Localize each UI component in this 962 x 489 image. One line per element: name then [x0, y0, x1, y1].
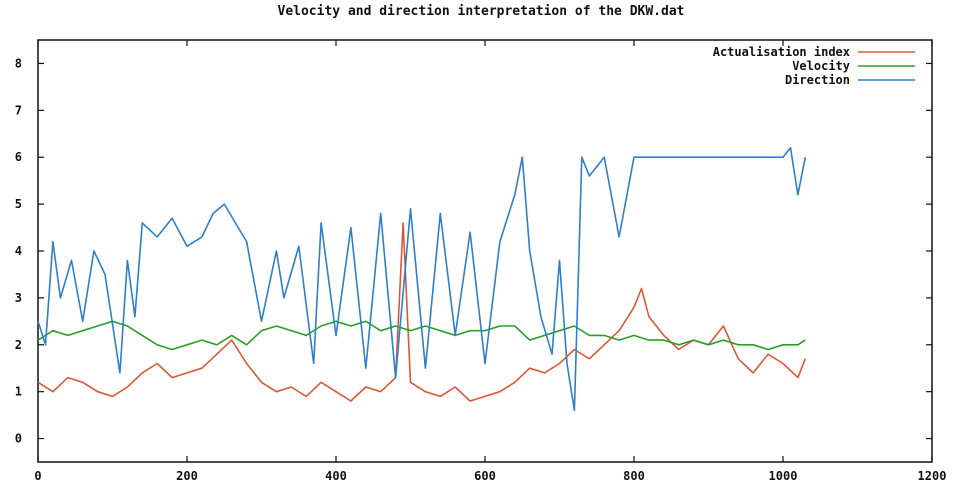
- y-tick-label: 2: [15, 338, 22, 352]
- x-tick-label: 400: [325, 469, 347, 483]
- y-tick-label: 0: [15, 432, 22, 446]
- legend-label-actualisation-index: Actualisation index: [713, 45, 850, 59]
- x-tick-label: 600: [474, 469, 496, 483]
- series-line-velocity: [37, 320, 806, 351]
- series-line-direction: [37, 147, 807, 412]
- x-tick-label: 0: [34, 469, 41, 483]
- plot-frame: [37, 39, 933, 463]
- y-tick-label: 1: [15, 385, 22, 399]
- x-tick-label: 200: [176, 469, 198, 483]
- y-tick-label: 3: [15, 291, 22, 305]
- legend-label-velocity: Velocity: [792, 59, 850, 73]
- x-tick-label: 1200: [918, 469, 947, 483]
- x-tick-label: 800: [623, 469, 645, 483]
- y-tick-label: 4: [15, 244, 22, 258]
- y-tick-label: 8: [15, 56, 22, 70]
- y-tick-label: 6: [15, 150, 22, 164]
- chart-title: Velocity and direction interpretation of…: [277, 4, 685, 19]
- axis-ticks: 0 200 400 600 800 1000 1200 0 1 2 3 4 5 6 7 8: [15, 40, 947, 483]
- legend-label-direction: Direction: [785, 73, 850, 87]
- series-line-actualisation-index: [37, 222, 807, 402]
- x-tick-label: 1000: [769, 469, 798, 483]
- y-tick-label: 5: [15, 197, 22, 211]
- series-group: [37, 147, 807, 412]
- y-tick-label: 7: [15, 103, 22, 117]
